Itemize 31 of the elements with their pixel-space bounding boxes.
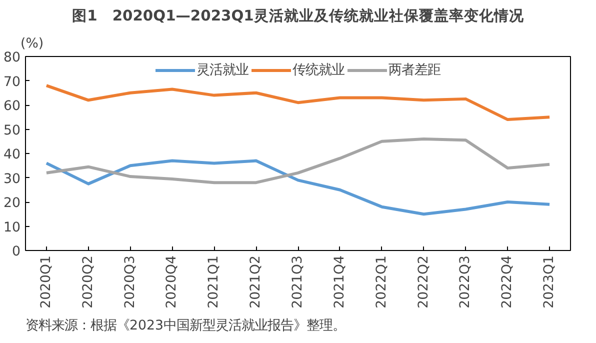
x-tick-label: 2022Q4 [500, 256, 516, 308]
x-tick-label: 2021Q2 [248, 256, 264, 308]
x-tick-label: 2023Q1 [542, 256, 558, 308]
y-tick-label: 30 [4, 172, 21, 187]
x-tick-label: 2021Q1 [206, 256, 222, 308]
line-series [44, 137, 552, 184]
x-tick-label: 2020Q4 [164, 256, 180, 308]
x-tick-label: 2021Q4 [332, 256, 348, 308]
y-tick-label: 60 [4, 99, 21, 114]
y-tick-label: 50 [4, 123, 21, 138]
line-series [44, 159, 552, 216]
x-tick-label: 2020Q3 [122, 256, 138, 308]
x-tick-label: 2022Q2 [416, 256, 432, 308]
legend-label: 传统就业 [292, 62, 344, 79]
x-tick-label: 2020Q1 [38, 256, 54, 308]
y-tick-label: 10 [4, 220, 21, 236]
y-tick-label: 70 [4, 74, 21, 90]
y-tick-label: 80 [4, 50, 21, 66]
x-tick-label: 2020Q2 [80, 256, 96, 308]
y-tick-label: 0 [12, 244, 21, 260]
x-tick-label: 2022Q1 [374, 256, 390, 308]
x-tick-label: 2021Q3 [290, 256, 306, 308]
x-tick-label: 2022Q3 [458, 256, 474, 308]
legend-label: 灵活就业 [196, 62, 248, 79]
y-tick-label: 40 [4, 148, 21, 162]
y-axis-title: (%) [20, 36, 44, 52]
text: 资料来源：根据《2023中国新型灵活就业报告》整理。 [26, 318, 346, 334]
legend-label: 两者差距 [388, 62, 440, 79]
line-series [44, 84, 552, 122]
chart-title: 图1 2020Q1—2023Q1灵活就业及传统就业社保覆盖率变化情况 [72, 6, 525, 24]
y-tick-label: 20 [4, 196, 21, 211]
